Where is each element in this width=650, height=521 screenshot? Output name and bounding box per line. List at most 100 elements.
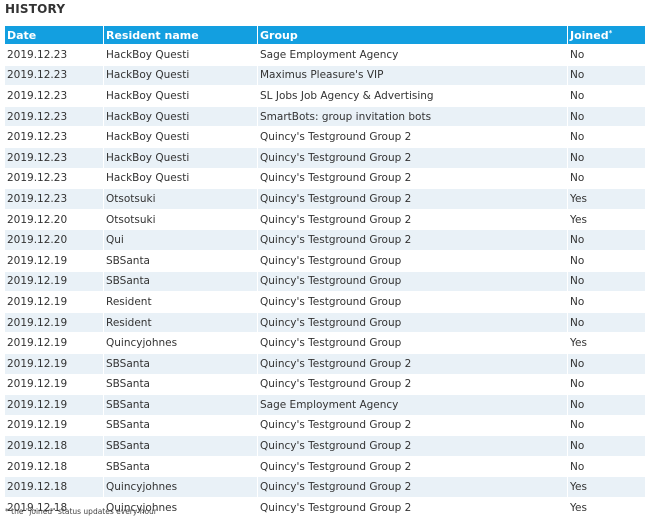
cell-joined: No (568, 146, 645, 168)
cell-date: 2019.12.19 (5, 414, 104, 436)
cell-joined: Yes (568, 188, 645, 209)
cell-joined: No (568, 414, 645, 436)
cell-group: SL Jobs Job Agency & Advertising (258, 85, 568, 106)
cell-group: Quincy's Testground Group (258, 311, 568, 333)
cell-resident-name: SBSanta (104, 373, 258, 395)
history-table: Date Resident name Group Joined* 2019.12… (5, 26, 645, 518)
table-row: 2019.12.18 Quincyjohnes Quincy's Testgroun… (5, 497, 645, 518)
cell-date: 2019.12.23 (5, 105, 104, 127)
cell-group: Quincy's Testground Group 2 (258, 229, 568, 250)
footnote: * the "joined" status updates every hour (5, 507, 157, 516)
cell-resident-name: HackBoy Questi (104, 44, 258, 65)
table-row: 2019.12.19 SBSanta Quincy's Testground Gro… (5, 414, 645, 436)
cell-resident-name: Quincyjohnes (104, 332, 258, 353)
cell-resident-name: SBSanta (104, 352, 258, 374)
table-row: 2019.12.20 Qui Quincy's Testground Group 2… (5, 229, 645, 250)
cell-resident-name: SBSanta (104, 435, 258, 456)
cell-resident-name: Otsotsuki (104, 188, 258, 209)
cell-joined: No (568, 352, 645, 374)
cell-resident-name: SBSanta (104, 270, 258, 292)
column-header-date: Date (5, 26, 104, 44)
table-row: 2019.12.19 SBSanta Quincy's Testground Gro… (5, 352, 645, 374)
cell-date: 2019.12.23 (5, 126, 104, 147)
column-header-resident: Resident name (104, 26, 258, 44)
cell-joined: Yes (568, 332, 645, 353)
cell-joined: No (568, 311, 645, 333)
cell-joined: No (568, 85, 645, 106)
column-header-group: Group (258, 26, 568, 44)
table-row: 2019.12.23 HackBoy Questi Quincy's Testgro… (5, 126, 645, 147)
table-row: 2019.12.20 Otsotsuki Quincy's Testground G… (5, 208, 645, 230)
cell-resident-name: HackBoy Questi (104, 146, 258, 168)
table-row: 2019.12.18 SBSanta Quincy's Testground Gro… (5, 435, 645, 456)
cell-date: 2019.12.20 (5, 208, 104, 230)
cell-joined: No (568, 394, 645, 415)
cell-group: Sage Employment Agency (258, 394, 568, 415)
cell-resident-name: Quincyjohnes (104, 476, 258, 498)
table-row: 2019.12.19 SBSanta Quincy's Testground Gro… (5, 249, 645, 271)
cell-group: Quincy's Testground Group 2 (258, 146, 568, 168)
cell-date: 2019.12.23 (5, 146, 104, 168)
cell-resident-name: HackBoy Questi (104, 167, 258, 189)
cell-date: 2019.12.23 (5, 64, 104, 86)
cell-resident-name: Resident (104, 291, 258, 312)
cell-resident-name: Qui (104, 229, 258, 250)
table-row: 2019.12.23 HackBoy Questi Quincy's Testgro… (5, 146, 645, 168)
cell-date: 2019.12.23 (5, 44, 104, 65)
section-title: HISTORY (5, 2, 66, 16)
cell-group: Quincy's Testground Group 2 (258, 455, 568, 477)
cell-joined: No (568, 455, 645, 477)
cell-joined: No (568, 291, 645, 312)
table-row: 2019.12.23 HackBoy Questi SL Jobs Job Agen… (5, 85, 645, 106)
cell-group: Quincy's Testground Group 2 (258, 373, 568, 395)
cell-resident-name: SBSanta (104, 249, 258, 271)
table-row: 2019.12.19 SBSanta Sage Employment Agency N… (5, 394, 645, 415)
cell-joined: No (568, 270, 645, 292)
cell-joined: No (568, 167, 645, 189)
cell-joined: No (568, 249, 645, 271)
cell-joined: No (568, 64, 645, 86)
cell-date: 2019.12.19 (5, 270, 104, 292)
column-header-joined: Joined* (568, 26, 645, 44)
cell-group: Quincy's Testground Group 2 (258, 497, 568, 518)
table-row: 2019.12.23 HackBoy Questi SmartBots: group… (5, 105, 645, 127)
cell-resident-name: Resident (104, 311, 258, 333)
cell-group: Quincy's Testground Group 2 (258, 435, 568, 456)
cell-date: 2019.12.20 (5, 229, 104, 250)
table-row: 2019.12.23 HackBoy Questi Maximus Pleasure… (5, 64, 645, 86)
table-body: 2019.12.23 HackBoy Questi Sage Employment … (5, 44, 645, 518)
cell-group: Quincy's Testground Group (258, 291, 568, 312)
cell-joined: Yes (568, 497, 645, 518)
cell-date: 2019.12.19 (5, 352, 104, 374)
cell-joined: No (568, 435, 645, 456)
joined-footnote-mark: * (608, 28, 613, 37)
cell-date: 2019.12.23 (5, 167, 104, 189)
cell-resident-name: HackBoy Questi (104, 64, 258, 86)
cell-joined: No (568, 373, 645, 395)
cell-joined: Yes (568, 476, 645, 498)
cell-date: 2019.12.18 (5, 435, 104, 456)
cell-date: 2019.12.19 (5, 311, 104, 333)
cell-joined: No (568, 229, 645, 250)
table-row: 2019.12.19 Resident Quincy's Testground Gr… (5, 291, 645, 312)
cell-resident-name: HackBoy Questi (104, 105, 258, 127)
cell-group: Quincy's Testground Group 2 (258, 126, 568, 147)
cell-group: Quincy's Testground Group 2 (258, 188, 568, 209)
cell-date: 2019.12.19 (5, 249, 104, 271)
cell-date: 2019.12.23 (5, 85, 104, 106)
cell-resident-name: SBSanta (104, 455, 258, 477)
cell-resident-name: Otsotsuki (104, 208, 258, 230)
cell-resident-name: HackBoy Questi (104, 85, 258, 106)
cell-resident-name: SBSanta (104, 394, 258, 415)
cell-date: 2019.12.19 (5, 291, 104, 312)
table-row: 2019.12.19 SBSanta Quincy's Testground Gro… (5, 373, 645, 395)
cell-group: Quincy's Testground Group 2 (258, 208, 568, 230)
cell-date: 2019.12.18 (5, 476, 104, 498)
cell-group: Quincy's Testground Group (258, 332, 568, 353)
cell-date: 2019.12.19 (5, 332, 104, 353)
cell-joined: No (568, 126, 645, 147)
cell-resident-name: Quincyjohnes (104, 497, 258, 518)
table-row: 2019.12.19 Resident Quincy's Testground Gr… (5, 311, 645, 333)
cell-date: 2019.12.18 (5, 455, 104, 477)
